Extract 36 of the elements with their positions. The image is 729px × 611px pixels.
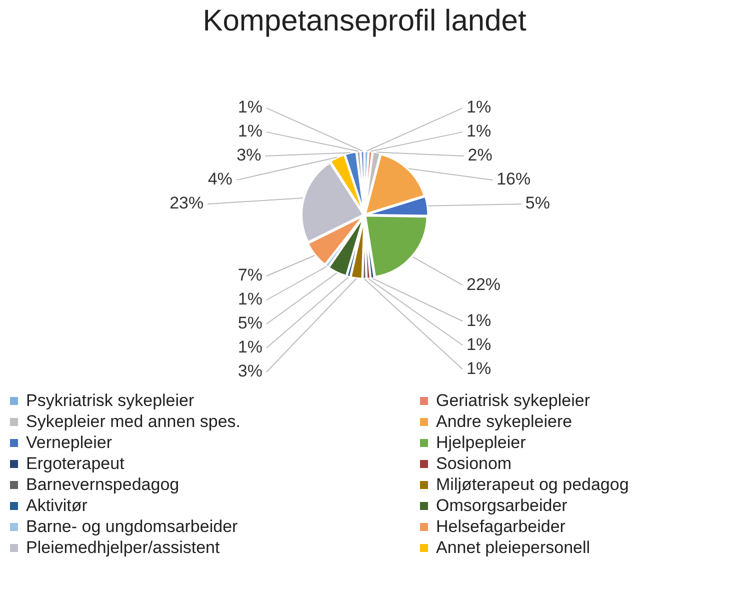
legend-label: Annet pleiepersonell <box>436 538 590 558</box>
data-label: 3% <box>236 146 262 165</box>
legend-label: Barnevernspedagog <box>26 474 180 494</box>
legend-label: Sykepleier med annen spes. <box>26 412 241 432</box>
legend-label: Helsefagarbeider <box>436 516 566 536</box>
legend-label: Miljøterapeut og pedagog <box>436 474 629 494</box>
chart-title: Kompetanseprofil landet <box>202 4 527 38</box>
data-label: 22% <box>466 274 501 294</box>
data-label: 7% <box>238 266 262 285</box>
data-label: 1% <box>238 98 262 117</box>
data-label: 1% <box>466 334 492 354</box>
legend-label: Vernepleier <box>26 432 112 452</box>
legend-label: Pleiemedhjelper/assistent <box>26 538 220 558</box>
data-label: 5% <box>238 314 262 333</box>
legend-label: Psykriatrisk sykepleier <box>26 390 194 410</box>
legend-label: Hjelpepleier <box>436 432 526 452</box>
data-label: 1% <box>238 290 262 309</box>
data-label: 1% <box>238 122 262 141</box>
legend-label: Omsorgsarbeider <box>436 496 568 516</box>
data-label: 5% <box>525 194 550 213</box>
legend-label: Andre sykepleiere <box>436 412 572 432</box>
data-label: 2% <box>468 146 492 165</box>
data-label: 4% <box>208 170 232 189</box>
data-label: 23% <box>170 194 204 213</box>
data-label: 1% <box>466 310 492 330</box>
data-label: 3% <box>238 362 262 381</box>
legend-label: Sosionom <box>436 454 512 474</box>
legend-label: Aktivitør <box>26 496 88 516</box>
data-label: 1% <box>238 338 262 357</box>
legend-label: Ergoterapeut <box>26 454 124 474</box>
legend-label: Barne- og ungdomsarbeider <box>26 516 238 536</box>
data-label: 1% <box>466 122 492 141</box>
legend-label: Geriatrisk sykepleier <box>436 390 590 410</box>
data-label: 1% <box>466 358 492 378</box>
data-label: 16% <box>496 170 531 189</box>
data-label: 1% <box>466 98 492 117</box>
